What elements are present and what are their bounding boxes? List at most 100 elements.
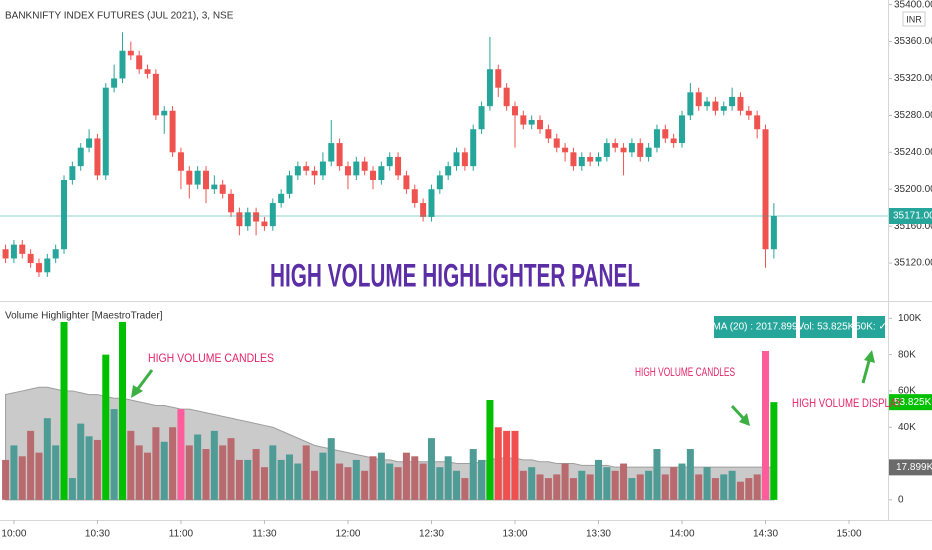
badge: 50K: ✓ (855, 322, 887, 333)
candle-body (52, 249, 59, 259)
x-tick-label: 12:30 (419, 529, 444, 540)
candle-body (177, 152, 184, 171)
candle-body (737, 96, 744, 111)
candle-body (420, 203, 427, 217)
candle-body (370, 170, 377, 180)
volume-bar (260, 467, 268, 500)
currency-box (902, 11, 926, 27)
volume-bar (144, 452, 152, 500)
last-price-label: 35171.00 (893, 211, 932, 222)
candle-body (653, 129, 660, 148)
candle-body (278, 193, 285, 204)
volume-bar (444, 456, 452, 500)
candle-body (127, 50, 134, 56)
volume-bar (302, 445, 310, 500)
volume-bar (110, 409, 118, 500)
volume-bar (210, 430, 218, 500)
candle-body (27, 253, 34, 264)
y-tick-label: 35200.00 (894, 184, 932, 195)
volume-bar (703, 467, 711, 500)
volume-bar (436, 467, 444, 500)
candle-body (486, 69, 493, 107)
volume-bar (594, 459, 602, 500)
candle-body (762, 129, 769, 250)
x-tick-label: 10:30 (85, 529, 110, 540)
volume-bar (402, 452, 410, 500)
volume-bar (227, 438, 235, 500)
volume-bar (269, 445, 277, 500)
volume-bar (336, 463, 344, 500)
candle-body (645, 147, 652, 157)
x-tick-label: 10:00 (1, 529, 26, 540)
x-tick-label: 11:00 (169, 529, 194, 540)
volume-bar (736, 481, 744, 500)
candle-body (69, 166, 76, 180)
candle-body (712, 101, 719, 111)
candle-body (386, 156, 393, 167)
candle-body (662, 129, 669, 139)
volume-value-box (889, 394, 932, 411)
candle-body (361, 161, 368, 171)
volume-bar (494, 427, 502, 500)
candle-body (528, 120, 535, 125)
candle-body (520, 115, 527, 125)
candle-body (86, 138, 93, 148)
y-tick-label: 60K (898, 386, 916, 397)
candle-body (261, 221, 268, 227)
y-tick-label: 35160.00 (894, 221, 932, 232)
candle-body (745, 110, 752, 116)
candle-body (169, 110, 176, 153)
candle-body (503, 87, 510, 107)
volume-bar (461, 478, 469, 500)
volume-bar (77, 423, 85, 500)
candle-body (378, 166, 385, 180)
candle-body (562, 147, 569, 153)
volume-bar (427, 438, 435, 500)
volume-bar (294, 463, 302, 500)
candle-body (136, 55, 143, 70)
candle-body (202, 170, 209, 190)
y-tick-label: 35360.00 (894, 36, 932, 47)
annotation: HIGH VOLUME CANDLES (635, 365, 735, 379)
volume-bar (219, 445, 227, 500)
volume-bar (85, 436, 93, 500)
y-tick-label: 35240.00 (894, 147, 932, 158)
candle-body (754, 115, 761, 130)
candle-body (44, 258, 51, 273)
candle-body (612, 143, 619, 148)
volume-bar (235, 459, 243, 500)
candle-body (61, 180, 68, 250)
x-tick-label: 11:30 (252, 529, 277, 540)
candle-body (294, 166, 301, 176)
badge-box (857, 316, 885, 338)
volume-bar (319, 452, 327, 500)
x-tick-label: 15:00 (837, 529, 862, 540)
volume-bar (762, 351, 770, 500)
badges: SMA (20) : 2017.899K Vol: 53.825K 50K: ✓ (706, 316, 887, 338)
volume-bar (561, 463, 569, 500)
candle-body (102, 87, 109, 176)
volume-bar (135, 445, 143, 500)
candle-body (119, 50, 126, 79)
y-tick-label: 100K (898, 313, 922, 324)
candle-body (679, 115, 686, 144)
volume-bar (478, 459, 486, 500)
volume-bar (386, 463, 394, 500)
candle-body (19, 244, 26, 254)
candle-body (161, 110, 168, 116)
y-tick-label: 35280.00 (894, 110, 932, 121)
y-tick-label: 40K (898, 422, 916, 433)
volume-bar (60, 321, 68, 500)
volume-bar (695, 474, 703, 500)
volume-bar (711, 478, 719, 500)
volume-bar (544, 478, 552, 500)
candle-body (94, 138, 101, 176)
candle-body (729, 96, 736, 107)
annotation: HIGH VOLUME DISPLAY (792, 396, 902, 410)
currency: INR (906, 14, 922, 24)
volume-bar (661, 474, 669, 500)
candle-body (236, 212, 243, 227)
volume-bar (636, 474, 644, 500)
candle-body (411, 189, 418, 204)
candle-body (537, 120, 544, 130)
